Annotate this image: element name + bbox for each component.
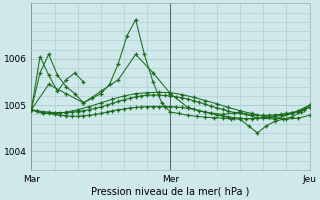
X-axis label: Pression niveau de la mer( hPa ): Pression niveau de la mer( hPa ) [91, 187, 250, 197]
